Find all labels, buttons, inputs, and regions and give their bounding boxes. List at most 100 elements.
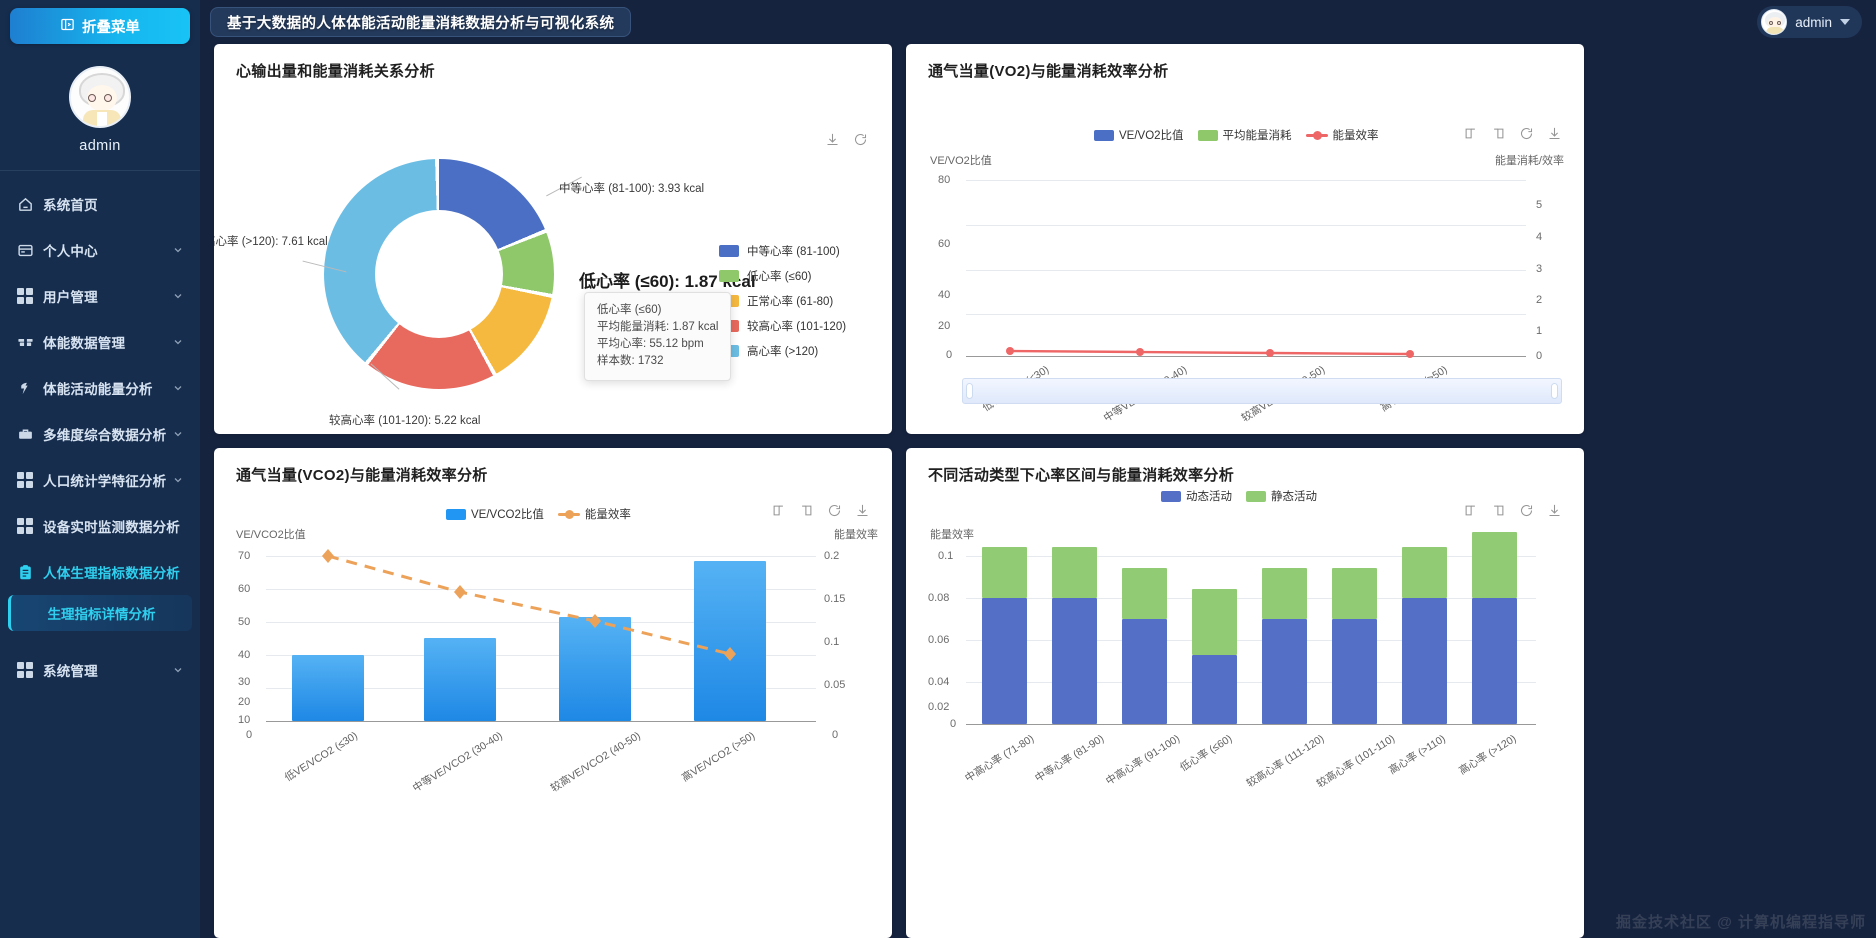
dashboard-grid: 心输出量和能量消耗关系分析 中等心率 (81-100): 3.93 kcal — [200, 44, 1876, 938]
collapse-menu-button[interactable]: 折叠菜单 — [10, 8, 190, 44]
data-view-icon[interactable] — [771, 503, 786, 518]
y-tick: 70 — [238, 550, 251, 562]
bar-dynamic — [1052, 598, 1097, 724]
chevron-down-icon — [172, 428, 184, 440]
y-tick: 0 — [946, 349, 953, 361]
id-card-icon — [16, 242, 34, 259]
chart-toolbar — [825, 132, 868, 147]
legend-swatch — [719, 269, 739, 282]
activity-icon — [16, 380, 34, 397]
download-icon[interactable] — [1547, 126, 1562, 141]
sidebar-item-demographic-analysis[interactable]: 人口统计学特征分析 — [0, 457, 200, 503]
chevron-down-icon — [172, 336, 184, 348]
clipboard-icon — [16, 564, 34, 581]
legend-item[interactable]: 能量效率 — [1305, 127, 1379, 143]
restore-icon[interactable] — [1519, 126, 1534, 141]
card-activity-hr-efficiency: 不同活动类型下心率区间与能量消耗效率分析 动态活动 静态活动 — [906, 448, 1584, 938]
sidebar-item-device-realtime-analysis[interactable]: 设备实时监测数据分析 — [0, 503, 200, 549]
y-axis-label: 能量效率 — [930, 529, 974, 541]
legend-swatch — [1305, 130, 1328, 140]
bar-static — [1332, 568, 1377, 619]
bar-dynamic — [1402, 598, 1447, 724]
grid-icon — [16, 662, 34, 678]
y2-tick: 3 — [1536, 263, 1543, 275]
legend-label: 正常心率 (61-80) — [747, 295, 834, 308]
user-name: admin — [1795, 14, 1832, 30]
y2-axis-label: 能量效率 — [834, 529, 878, 541]
chart-legend: 动态活动 静态活动 — [1161, 488, 1317, 504]
legend-label: VE/VCO2比值 — [471, 509, 544, 521]
chart-toolbar — [1463, 503, 1562, 518]
y2-tick: 0 — [1536, 350, 1543, 362]
line-series-energy-efficiency — [1006, 347, 1414, 358]
legend-swatch — [1197, 129, 1218, 141]
legend-item[interactable]: 较高心率 (101-120) — [719, 313, 846, 338]
briefcase-icon — [16, 426, 34, 443]
y2-tick: 0.15 — [824, 593, 846, 605]
x-tick: 中高心率 (71-80) — [963, 732, 1037, 785]
legend-item[interactable]: 静态活动 — [1246, 488, 1317, 504]
legend-item[interactable]: 动态活动 — [1161, 488, 1232, 504]
bar-dynamic — [1332, 619, 1377, 724]
sidebar-item-activity-energy-analysis[interactable]: 体能活动能量分析 — [0, 365, 200, 411]
chart-datazoom-scrollbar[interactable] — [962, 378, 1562, 404]
switch-icon[interactable] — [1491, 503, 1506, 518]
data-view-icon[interactable] — [1463, 126, 1478, 141]
legend-swatch — [446, 508, 466, 520]
switch-icon[interactable] — [799, 503, 814, 518]
download-icon[interactable] — [825, 132, 840, 147]
legend-label: 高心率 (>120) — [747, 345, 819, 358]
restore-icon[interactable] — [1519, 503, 1534, 518]
grid-icon — [16, 518, 34, 534]
sidebar-item-multidimensional-analysis[interactable]: 多维度综合数据分析 — [0, 411, 200, 457]
legend-item[interactable]: VE/VCO2比值 — [446, 506, 544, 522]
sidebar-item-home[interactable]: 系统首页 — [0, 181, 200, 227]
sidebar-item-physiological-analysis[interactable]: 人体生理指标数据分析 — [0, 549, 200, 595]
sidebar-item-label: 人口统计学特征分析 — [43, 474, 167, 489]
legend-label: 低心率 (≤60) — [747, 270, 812, 283]
sidebar-item-label: 系统首页 — [43, 198, 98, 213]
sidebar-item-label: 人体生理指标数据分析 — [43, 566, 180, 581]
y-tick: 0.02 — [928, 701, 950, 713]
download-icon[interactable] — [1547, 503, 1562, 518]
chart-tooltip: 低心率 (≤60) 平均能量消耗: 1.87 kcal 平均心率: 55.12 … — [584, 292, 732, 381]
legend-item[interactable]: 能量效率 — [557, 506, 631, 522]
chart-legend: VE/VCO2比值 能量效率 — [446, 506, 631, 522]
legend-label: 平均能量消耗 — [1222, 130, 1292, 142]
legend-swatch — [1246, 490, 1266, 502]
line-series-energy-efficiency — [322, 549, 736, 661]
sidebar-item-personal-center[interactable]: 个人中心 — [0, 227, 200, 273]
data-view-icon[interactable] — [1463, 503, 1478, 518]
bar-static — [1472, 532, 1517, 598]
switch-icon[interactable] — [1491, 126, 1506, 141]
sidebar-item-system-management[interactable]: 系统管理 — [0, 647, 200, 693]
bar-dynamic — [982, 598, 1027, 724]
leader-line — [584, 278, 612, 279]
chevron-down-icon — [172, 474, 184, 486]
y-tick: 30 — [238, 676, 251, 688]
refresh-icon[interactable] — [853, 132, 868, 147]
y-tick: 20 — [238, 696, 251, 708]
user-menu-button[interactable]: admin — [1757, 6, 1862, 38]
download-icon[interactable] — [855, 503, 870, 518]
legend-item[interactable]: 高心率 (>120) — [719, 338, 846, 363]
legend-label: 静态活动 — [1271, 491, 1317, 503]
legend-item[interactable]: 低心率 (≤60) — [719, 263, 846, 288]
tooltip-row: 平均心率: 55.12 bpm — [597, 338, 704, 350]
sidebar-subitem-physiological-detail[interactable]: 生理指标详情分析 — [8, 595, 192, 631]
restore-icon[interactable] — [827, 503, 842, 518]
y-tick: 50 — [238, 616, 251, 628]
legend-item[interactable]: 正常心率 (61-80) — [719, 288, 846, 313]
sidebar-item-fitness-data-management[interactable]: 体能数据管理 — [0, 319, 200, 365]
legend-item[interactable]: VE/VO2比值 — [1094, 127, 1184, 143]
chevron-down-icon — [172, 290, 184, 302]
y-tick: 0.1 — [938, 550, 954, 562]
bar-static — [1052, 547, 1097, 598]
legend-item[interactable]: 平均能量消耗 — [1197, 127, 1292, 143]
bar-ve-vco2 — [292, 655, 364, 721]
chevron-down-icon — [172, 244, 184, 256]
tooltip-row: 平均能量消耗: 1.87 kcal — [597, 321, 719, 333]
legend-item[interactable]: 中等心率 (81-100) — [719, 238, 846, 263]
card-vco2-efficiency: 通气当量(VCO2)与能量消耗效率分析 VE/VCO2比值 能量效率 — [214, 448, 892, 938]
sidebar-item-user-management[interactable]: 用户管理 — [0, 273, 200, 319]
